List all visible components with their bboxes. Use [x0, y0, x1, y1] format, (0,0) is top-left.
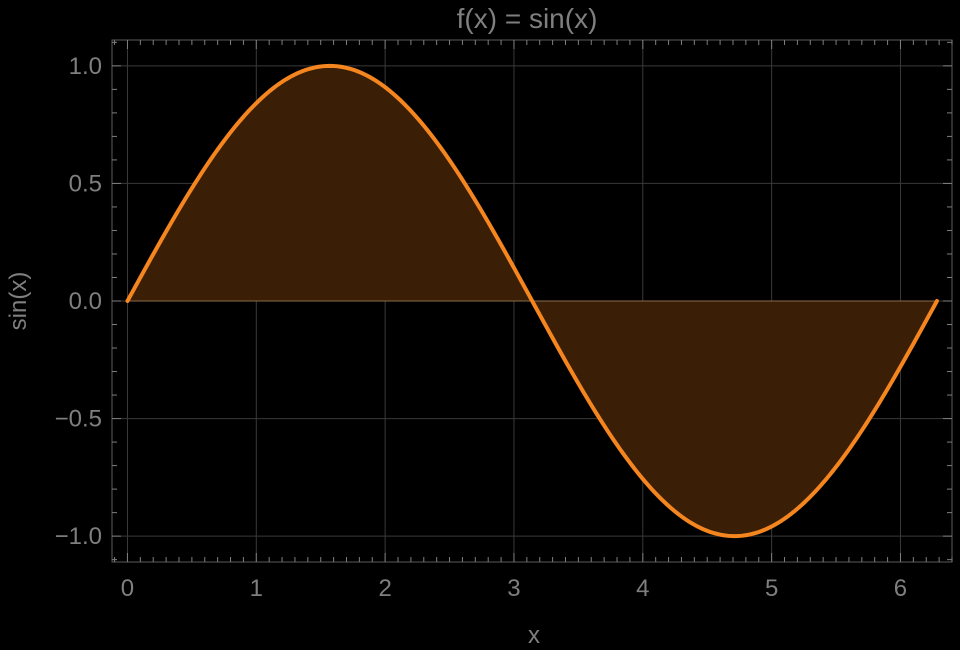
- x-tick-label: 1: [250, 575, 263, 602]
- y-tick-label: 0.0: [69, 288, 102, 315]
- curve-layer: [125, 63, 939, 539]
- x-tick-label: 6: [894, 575, 907, 602]
- x-tick-label: 0: [121, 575, 134, 602]
- chart-title: f(x) = sin(x): [457, 3, 598, 34]
- ticks: [112, 40, 953, 562]
- tick-labels: 0 1 2 3 4 5 6 −1.0 −0.5 0.0 0.5 1.0: [55, 53, 908, 602]
- x-tick-label: 3: [507, 575, 520, 602]
- y-axis-label: sin(x): [5, 272, 32, 331]
- y-tick-label: −1.0: [55, 523, 102, 550]
- sine-curve: [125, 63, 939, 539]
- y-tick-label: −0.5: [55, 406, 102, 433]
- x-tick-label: 5: [765, 575, 778, 602]
- y-tick-label: 1.0: [69, 53, 102, 80]
- x-tick-label: 4: [636, 575, 649, 602]
- y-tick-label: 0.5: [69, 170, 102, 197]
- x-tick-label: 2: [378, 575, 391, 602]
- x-axis-label: x: [528, 622, 540, 649]
